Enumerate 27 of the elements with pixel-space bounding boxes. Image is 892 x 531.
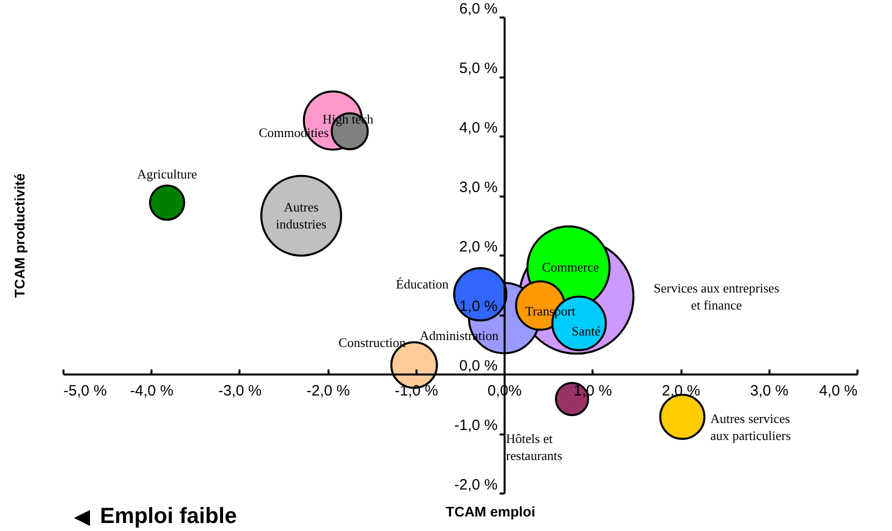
y-tick-label: 6,0 % <box>459 0 498 18</box>
series-label: Santé <box>572 323 601 338</box>
series-label: Autres services aux particuliers <box>710 410 791 443</box>
y-tick-label: 5,0 % <box>459 60 498 77</box>
series-label: Agriculture <box>137 166 198 182</box>
y-tick-label: 0,0 % <box>459 358 498 374</box>
y-tick-label: 3,0 % <box>459 179 498 196</box>
x-axis-title: TCAM emploi <box>446 504 536 520</box>
x-tick-label: -2,0 % <box>306 382 350 400</box>
y-tick-label: 2,0 % <box>459 238 498 256</box>
x-tick-label: -3,0 % <box>218 382 262 400</box>
series-label: Commerce <box>542 259 600 274</box>
series-label: Services aux entreprises et finance <box>654 280 780 313</box>
y-tick-label: -1,0 % <box>454 417 498 434</box>
y-tick-label: 1,0 % <box>459 298 498 315</box>
series-label: Éducation <box>396 276 450 292</box>
text: Emploi faible <box>100 503 237 529</box>
y-axis-title: TCAM productivité <box>12 173 28 298</box>
y-tick-label: -2,0 % <box>454 476 498 494</box>
x-tick-label: -5,0 % <box>64 382 107 400</box>
series-label: Hôtels et restaurants <box>506 430 562 463</box>
y-tick-label: 4,0 % <box>459 120 498 136</box>
series-label: Construction <box>338 335 406 350</box>
x-tick-label: -4,0 % <box>130 382 174 400</box>
x-tick-label: 4,0 % <box>819 382 858 400</box>
x-tick-label: 3,0 % <box>750 382 788 400</box>
series-label: Autres industries <box>276 200 326 232</box>
